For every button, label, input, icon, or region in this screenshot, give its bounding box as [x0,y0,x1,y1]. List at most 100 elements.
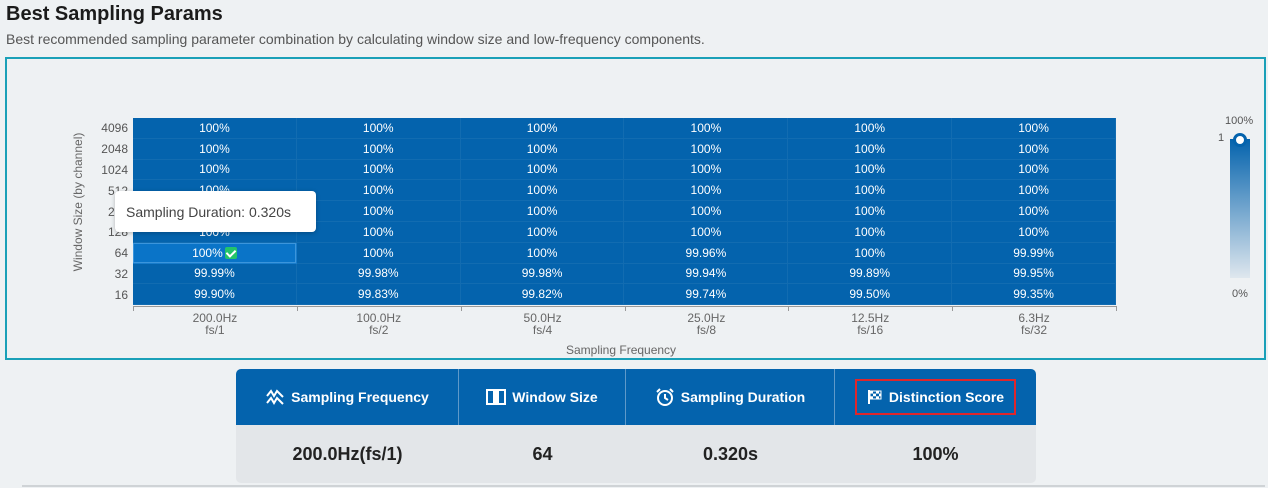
heatmap-cell-value: 100% [526,141,558,156]
heatmap-cell[interactable]: 100% [460,118,625,139]
heatmap-cell-value: 100% [690,162,722,177]
x-tick-frequency: 50.0Hz [523,311,562,325]
heatmap-cell-value: 99.82% [521,287,563,302]
x-axis-title: Sampling Frequency [566,343,677,357]
heatmap-cell-value: 100% [526,245,558,260]
heatmap-cell[interactable]: 99.98% [296,263,461,285]
heatmap-cell-value: 100% [690,204,722,219]
heatmap-cell[interactable]: 100% [460,242,625,264]
heatmap-cell-value: 100% [1018,162,1049,177]
heatmap-cell-value: 100% [362,245,394,260]
heatmap-cell[interactable]: 100% [952,201,1116,222]
heatmap-cell[interactable]: 100% [624,118,789,139]
heatmap-cell-value: 100% [1018,141,1049,156]
alarm-clock-icon [655,387,675,407]
heatmap-cell[interactable]: 99.82% [460,284,625,306]
heatmap-row: 100% 100% 100% 100% 100% 100% [133,138,1116,160]
heatmap-cell-value: 99.98% [357,266,399,281]
heatmap-cell[interactable]: 100% [296,201,461,222]
heatmap-cell[interactable]: 100% [460,159,625,181]
heatmap-cell-value: 100% [362,162,394,177]
heatmap-cell[interactable]: 99.89% [788,263,953,285]
heatmap-cell[interactable]: 100% [296,180,461,202]
heatmap-cell[interactable]: 100% [296,138,461,160]
heatmap-cell[interactable]: 100% [788,159,953,181]
heatmap-cell[interactable]: 100% [296,159,461,181]
heatmap-cell-value: 100% [526,183,558,198]
y-tick-label: 32 [114,266,128,281]
heatmap-cell-value: 100% [690,183,722,198]
y-tick-label: 2048 [101,142,128,157]
heatmap-cell[interactable]: 99.96% [624,242,789,264]
color-scale-bar[interactable] [1230,139,1250,278]
heatmap-cell-value: 100% [1018,204,1049,219]
heatmap-cell[interactable]: 99.35% [952,284,1116,306]
heatmap-cell[interactable]: 100% [624,221,789,243]
heatmap-cell[interactable]: 100% [788,118,953,139]
heatmap-row: 99.99% 99.98% 99.98% 99.94% 99.89% 99.95% [133,263,1116,285]
heatmap-cell-value: 100% [854,162,886,177]
heatmap-cell[interactable]: 100% [788,221,953,243]
heatmap-cell[interactable]: 100% [952,159,1116,181]
heatmap-cell[interactable]: 100% [952,138,1116,160]
heatmap-cell-value: 99.99% [194,266,235,281]
heatmap-cell[interactable]: 100% [788,201,953,222]
heatmap-cell-value: 99.74% [685,287,727,302]
heatmap-cell[interactable]: 100% [624,180,789,202]
window-icon [486,389,507,405]
heatmap-cell[interactable]: 100% [952,180,1116,202]
x-tick-label: 12.5Hz fs/16 [788,312,952,336]
heatmap-cell[interactable]: 100% [133,159,297,181]
heatmap-cell[interactable]: 100% [460,221,625,243]
heatmap-cell[interactable]: 100% [460,201,625,222]
heatmap-cell[interactable]: 100% [952,118,1116,139]
heatmap-cell-value: 100% [362,141,394,156]
heatmap-cell[interactable]: 100% [624,159,789,181]
y-tick-label: 1024 [101,162,128,177]
heatmap-cell[interactable]: 100% [460,138,625,160]
heatmap-cell[interactable]: 100% [788,242,953,264]
heatmap-cell-value: 100% [690,224,722,239]
color-scale-handle[interactable] [1233,133,1247,147]
heatmap-cell[interactable]: 100% [133,138,297,160]
heatmap-cell-value: 100% [199,141,230,156]
heatmap-cell[interactable]: 100% [460,180,625,202]
heatmap-cell-value: 100% [192,245,223,260]
heatmap-cell[interactable]: 99.98% [460,263,625,285]
x-tick-frequency: 6.3Hz [1018,311,1050,325]
heatmap-cell[interactable]: 100% [952,221,1116,243]
heatmap-cell[interactable]: 100% [624,201,789,222]
heatmap-cell[interactable]: 99.94% [624,263,789,285]
heatmap-cell[interactable]: 99.99% [952,242,1116,264]
heatmap-cell-value: 99.94% [685,266,727,281]
wave-icon [265,388,285,406]
value-sampling-duration: 0.320s [702,443,759,464]
page-subtitle: Best recommended sampling parameter comb… [6,31,705,47]
heatmap-cell-value: 100% [690,141,722,156]
heatmap-cell[interactable]: 100% [296,242,461,264]
heatmap-cell[interactable]: 100% [624,138,789,160]
heatmap-cell[interactable]: 100% [296,118,461,139]
heatmap-cell[interactable]: 100% [133,118,297,139]
heatmap-row: 100% 100% 100% 100% 100% 100% [133,159,1116,181]
heatmap-cell[interactable]: 99.74% [624,284,789,306]
heatmap-cell[interactable]: 99.50% [788,284,953,306]
heatmap-cell-selected[interactable]: 100% [133,242,297,264]
heatmap-cell-value: 100% [854,141,886,156]
heatmap-cell[interactable]: 100% [788,138,953,160]
best-params-summary: Sampling Frequency Window Size Sampling … [236,369,1036,483]
heatmap-cell[interactable]: 99.83% [296,284,461,306]
heatmap-cell[interactable]: 99.90% [133,284,297,306]
x-tick-ratio: fs/2 [369,323,389,337]
legend-min-label: 0% [1232,288,1248,300]
heatmap-cell[interactable]: 99.99% [133,263,297,285]
heatmap-cell-value: 100% [690,120,722,135]
heatmap-cell[interactable]: 100% [296,221,461,243]
heatmap-cell-value: 99.96% [685,245,727,260]
heatmap-cell-value: 100% [854,120,886,135]
heatmap-cell[interactable]: 99.95% [952,263,1116,285]
legend-max-label: 100% [1225,115,1254,127]
header-distinction-score: Distinction Score [835,369,1036,425]
page-title: Best Sampling Params [6,3,223,25]
heatmap-cell[interactable]: 100% [788,180,953,202]
